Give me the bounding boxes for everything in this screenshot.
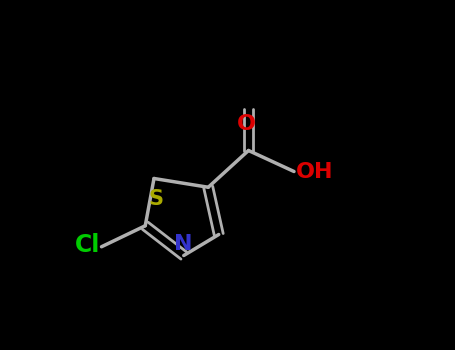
Text: S: S [148, 189, 163, 209]
Text: Cl: Cl [74, 233, 100, 257]
Text: N: N [175, 234, 193, 254]
Text: OH: OH [296, 161, 333, 182]
Text: O: O [237, 114, 256, 134]
